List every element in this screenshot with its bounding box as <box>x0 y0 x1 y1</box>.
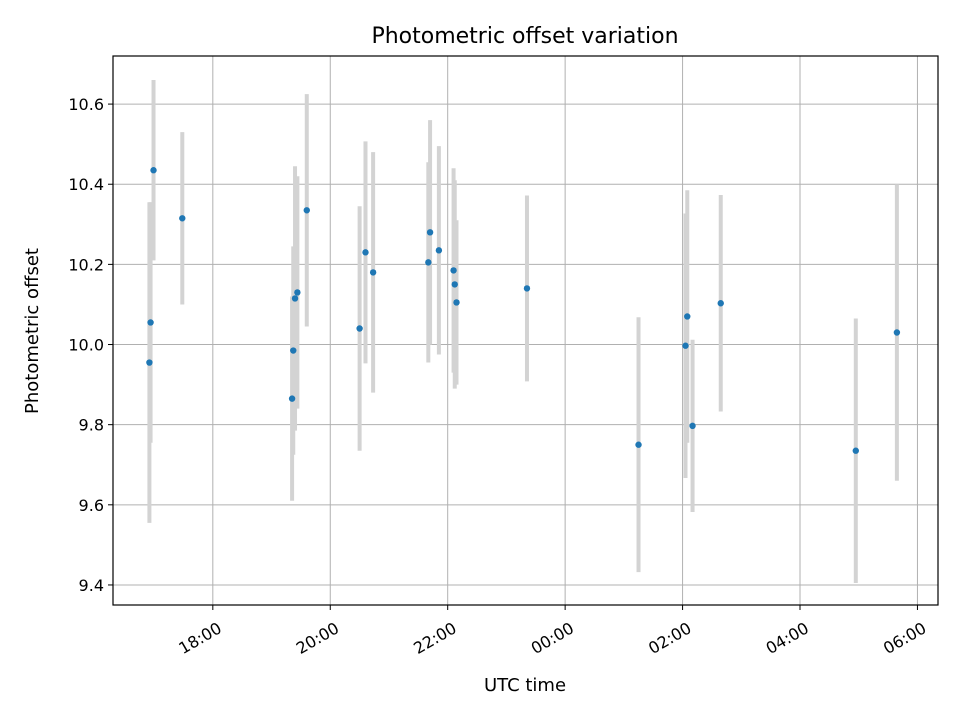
data-point <box>435 247 443 254</box>
data-point <box>451 281 458 288</box>
data-point <box>146 359 153 366</box>
x-tick-label: 18:00 <box>175 618 224 658</box>
data-point <box>179 215 186 222</box>
data-point <box>356 325 363 332</box>
y-tick-label: 9.8 <box>79 416 104 435</box>
y-tick-label: 10.6 <box>68 95 104 114</box>
data-point <box>893 329 901 336</box>
data-point <box>425 259 432 266</box>
data-point <box>635 441 642 448</box>
y-tick-label: 10.0 <box>68 336 104 355</box>
x-tick-label: 06:00 <box>880 618 929 658</box>
data-point <box>288 395 296 402</box>
x-tick-label: 04:00 <box>763 618 812 658</box>
data-point <box>684 313 691 320</box>
data-point <box>290 347 297 354</box>
data-point <box>291 295 299 302</box>
y-tick-label: 9.4 <box>79 576 104 595</box>
point-layer <box>146 167 901 454</box>
y-axis-label: Photometric offset <box>22 248 43 414</box>
data-point <box>852 447 859 454</box>
y-tick-label: 10.4 <box>68 175 104 194</box>
x-tick-label: 20:00 <box>293 618 342 658</box>
data-point <box>362 249 369 256</box>
data-point <box>147 319 154 326</box>
x-tick-label: 02:00 <box>645 618 694 658</box>
data-point <box>150 167 157 174</box>
y-tick-label: 10.2 <box>68 255 104 274</box>
x-axis-label: UTC time <box>484 675 566 696</box>
data-point <box>303 207 310 214</box>
x-tick-label: 22:00 <box>410 618 459 658</box>
chart-title: Photometric offset variation <box>371 24 678 49</box>
data-point <box>369 269 377 276</box>
data-point <box>717 300 724 307</box>
data-point <box>294 289 301 296</box>
y-tick-label: 9.6 <box>79 496 104 515</box>
data-point <box>453 299 460 306</box>
plot-frame <box>112 55 939 606</box>
data-point <box>450 267 457 274</box>
data-point <box>682 342 689 349</box>
data-point <box>426 229 434 236</box>
errorbar-layer <box>147 80 899 583</box>
data-point <box>689 422 696 430</box>
data-point <box>523 285 531 292</box>
grid-layer <box>113 56 938 605</box>
x-tick-label: 00:00 <box>528 618 577 658</box>
